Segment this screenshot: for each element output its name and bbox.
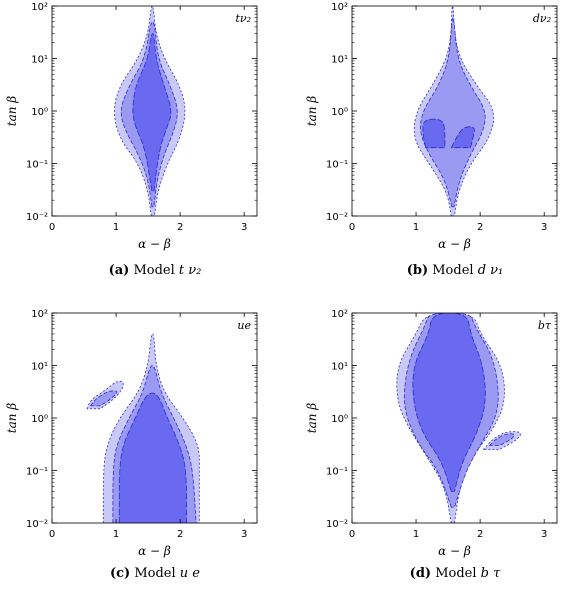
- x-tick-label: 0: [349, 529, 355, 540]
- caption-a-letter: (a): [108, 263, 130, 278]
- x-tick-label: 3: [241, 529, 247, 540]
- x-tick-label: 0: [349, 222, 355, 233]
- y-tick-label: 10⁻²: [326, 519, 348, 530]
- x-tick-label: 1: [413, 222, 419, 233]
- panel-model-tag: dν₂: [533, 12, 551, 25]
- x-axis-label: α − β: [438, 237, 471, 251]
- caption-c-letter: (c): [109, 566, 131, 581]
- x-axis-label: α − β: [138, 237, 171, 251]
- y-tick-label: 10¹: [31, 55, 48, 66]
- caption-a: (a) Model t ν₂: [25, 263, 285, 278]
- region-1sigma-1: [412, 313, 486, 492]
- x-tick-label: 2: [177, 222, 183, 233]
- y-axis-label: tan β: [305, 403, 319, 434]
- y-tick-label: 10⁰: [31, 107, 48, 118]
- y-tick-label: 10²: [331, 309, 348, 320]
- y-tick-label: 10⁻¹: [26, 467, 48, 478]
- caption-d-model: b τ: [480, 566, 501, 581]
- chart-panel-4: 0 1 2 3 10⁻² 10⁻¹ 10⁰ 10¹ 10² α − β tan β bτ: [305, 309, 558, 558]
- y-tick-label: 10¹: [331, 55, 348, 66]
- x-tick-label: 1: [113, 222, 119, 233]
- caption-c-prefix: Model: [134, 566, 176, 581]
- y-tick-label: 10⁻¹: [326, 160, 348, 171]
- y-tick-label: 10⁰: [331, 414, 348, 425]
- region-1sigma-2: [450, 126, 475, 149]
- region-1sigma-1: [422, 118, 446, 149]
- region-1sigma-1: [118, 392, 187, 523]
- region-1sigma-1: [132, 33, 172, 192]
- y-tick-label: 10¹: [31, 362, 48, 373]
- x-tick-label: 2: [477, 529, 483, 540]
- y-tick-label: 10⁰: [31, 414, 48, 425]
- y-axis-label: tan β: [5, 403, 19, 434]
- y-tick-label: 10⁻¹: [326, 467, 348, 478]
- caption-c: (c) Model u e: [25, 566, 285, 581]
- x-tick-label: 2: [477, 222, 483, 233]
- y-tick-label: 10¹: [331, 362, 348, 373]
- x-tick-label: 1: [413, 529, 419, 540]
- plot-area: [86, 333, 200, 523]
- panel-model-tag: bτ: [538, 319, 552, 332]
- y-tick-label: 10⁻²: [26, 519, 48, 530]
- region-2sigma-2: [488, 433, 515, 446]
- plot-area: [413, 6, 495, 216]
- y-tick-label: 10⁻¹: [26, 160, 48, 171]
- caption-a-model: t ν₂: [178, 263, 202, 278]
- x-tick-label: 1: [113, 529, 119, 540]
- plot-area: [396, 313, 521, 523]
- y-tick-label: 10⁻²: [326, 212, 348, 223]
- caption-b-model: d ν₁: [477, 263, 504, 278]
- y-tick-label: 10²: [31, 2, 48, 13]
- y-tick-label: 10²: [31, 309, 48, 320]
- x-tick-label: 3: [241, 222, 247, 233]
- caption-b-letter: (b): [406, 263, 429, 278]
- y-axis-label: tan β: [5, 96, 19, 127]
- caption-d-prefix: Model: [435, 566, 477, 581]
- region-2sigma-2: [89, 390, 118, 407]
- chart-panel-3: 0 1 2 3 10⁻² 10⁻¹ 10⁰ 10¹ 10² α − β tan β ue: [5, 309, 258, 558]
- x-tick-label: 0: [49, 529, 55, 540]
- caption-a-prefix: Model: [133, 263, 175, 278]
- caption-d: (d) Model b τ: [325, 566, 566, 581]
- x-tick-label: 0: [49, 222, 55, 233]
- chart-panel-2: 0 1 2 3 10⁻² 10⁻¹ 10⁰ 10¹ 10² α − β tan β dν₂: [305, 2, 558, 251]
- x-tick-label: 2: [177, 529, 183, 540]
- plot-area: [114, 6, 186, 216]
- y-tick-label: 10⁰: [331, 107, 348, 118]
- chart-panel-1: 0 1 2 3 10⁻² 10⁻¹ 10⁰ 10¹ 10² α − β tan β tν₂: [5, 2, 258, 251]
- caption-d-letter: (d): [409, 566, 432, 581]
- x-tick-label: 3: [541, 222, 547, 233]
- caption-b: (b) Model d ν₁: [325, 263, 566, 278]
- panel-model-tag: ue: [237, 319, 251, 332]
- caption-b-prefix: Model: [432, 263, 474, 278]
- y-axis-label: tan β: [305, 96, 319, 127]
- x-axis-label: α − β: [138, 544, 171, 558]
- y-tick-label: 10⁻²: [26, 212, 48, 223]
- x-axis-label: α − β: [438, 544, 471, 558]
- panel-model-tag: tν₂: [235, 12, 251, 25]
- y-tick-label: 10²: [331, 2, 348, 13]
- region-2sigma-1: [420, 17, 486, 208]
- caption-c-model: u e: [179, 566, 200, 581]
- x-tick-label: 3: [541, 529, 547, 540]
